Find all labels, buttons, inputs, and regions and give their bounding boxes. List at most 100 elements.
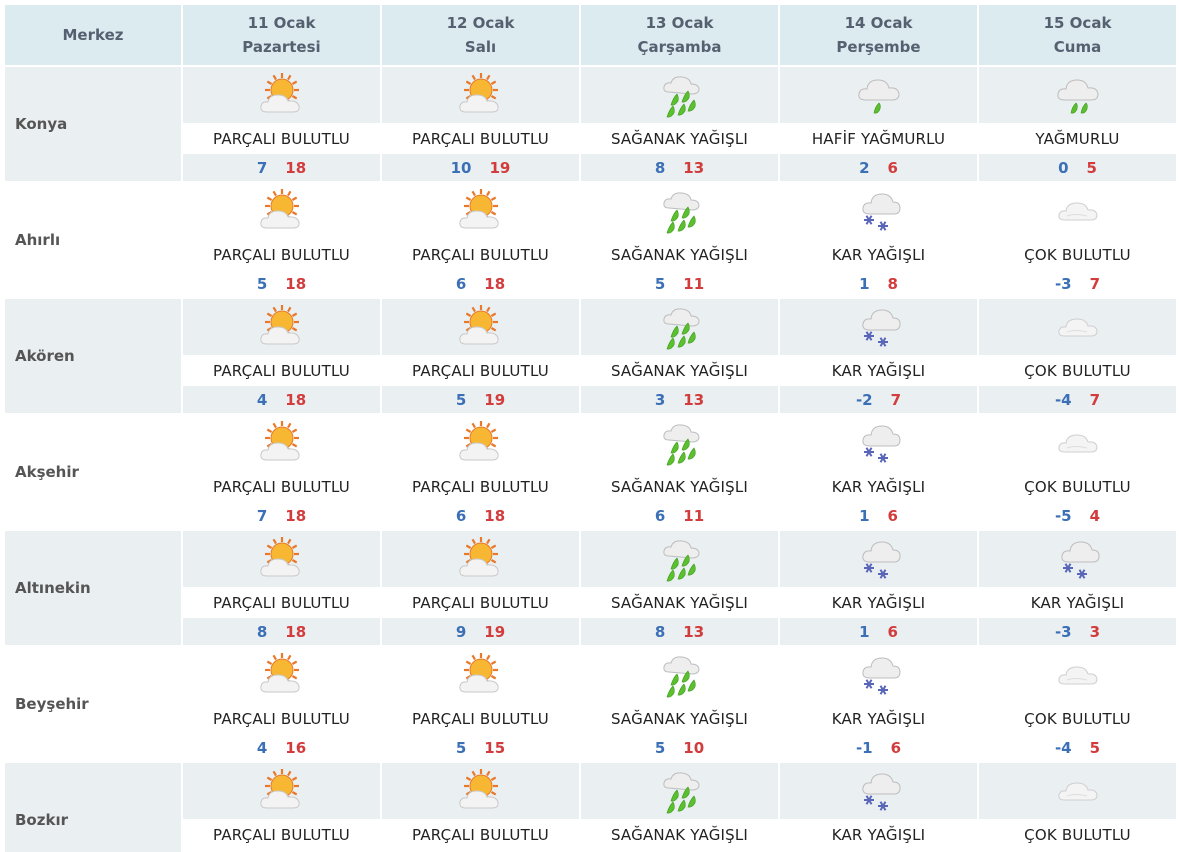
partly-cloudy-icon bbox=[382, 183, 579, 239]
snow-icon bbox=[780, 647, 977, 703]
temperature-range: 5 15 bbox=[382, 734, 579, 761]
temperature-range: -1 6 bbox=[780, 734, 977, 761]
snow-icon bbox=[780, 299, 977, 355]
max-temperature: 18 bbox=[285, 506, 307, 525]
min-temperature: 8 bbox=[654, 158, 666, 177]
weather-description: SAĞANAK YAĞIŞLI bbox=[581, 124, 778, 153]
min-temperature: 6 bbox=[654, 506, 666, 525]
partly-cloudy-icon bbox=[183, 183, 380, 239]
partly-cloudy-icon bbox=[183, 531, 380, 587]
partly-cloudy-icon bbox=[382, 415, 579, 471]
min-temperature: 4 bbox=[256, 390, 268, 409]
weather-description: PARÇALI BULUTLU bbox=[382, 820, 579, 849]
min-temperature: 5 bbox=[654, 738, 666, 757]
max-temperature: 16 bbox=[285, 738, 307, 757]
weather-description: KAR YAĞIŞLI bbox=[780, 356, 977, 385]
showers-icon bbox=[581, 763, 778, 819]
max-temperature: 6 bbox=[887, 158, 898, 177]
weather-description: SAĞANAK YAĞIŞLI bbox=[581, 704, 778, 733]
min-temperature: 5 bbox=[654, 274, 666, 293]
city-name: Beyşehir bbox=[5, 647, 181, 761]
header-date: 11 Ocak bbox=[247, 14, 316, 32]
weather-description: SAĞANAK YAĞIŞLI bbox=[581, 820, 778, 849]
max-temperature: 19 bbox=[484, 622, 506, 641]
min-temperature: 1 bbox=[859, 274, 870, 293]
max-temperature: 19 bbox=[489, 158, 511, 177]
partly-cloudy-icon bbox=[183, 415, 380, 471]
temperature-range: -5 4 bbox=[979, 502, 1176, 529]
max-temperature: 6 bbox=[890, 738, 902, 757]
header-date: 15 Ocak bbox=[1043, 14, 1112, 32]
max-temperature: 6 bbox=[887, 506, 898, 525]
temperature-range: -2 7 bbox=[780, 386, 977, 413]
max-temperature: 13 bbox=[683, 622, 705, 641]
city-name: Bozkır bbox=[5, 763, 181, 852]
weather-description: HAFİF YAĞMURLU bbox=[780, 124, 977, 153]
weather-description: PARÇALI BULUTLU bbox=[183, 820, 380, 849]
min-temperature: 8 bbox=[654, 622, 666, 641]
weather-description: ÇOK BULUTLU bbox=[979, 356, 1176, 385]
temperature-range: 8 18 bbox=[183, 618, 380, 645]
cloudy-icon bbox=[979, 647, 1176, 703]
weather-description: KAR YAĞIŞLI bbox=[979, 588, 1176, 617]
header-date: 12 Ocak bbox=[446, 14, 515, 32]
showers-icon bbox=[581, 647, 778, 703]
showers-icon bbox=[581, 67, 778, 123]
temperature-range: 5 19 bbox=[382, 386, 579, 413]
max-temperature: 13 bbox=[683, 390, 705, 409]
temperature-range: 4 16 bbox=[183, 734, 380, 761]
min-temperature: 2 bbox=[859, 158, 870, 177]
min-temperature: 4 bbox=[256, 738, 268, 757]
min-temperature: 3 bbox=[654, 390, 666, 409]
header-city-label: Merkez bbox=[5, 5, 181, 65]
cloudy-icon bbox=[979, 183, 1176, 239]
max-temperature: 7 bbox=[1089, 274, 1101, 293]
temperature-range: 3 13 bbox=[581, 386, 778, 413]
temperature-range: -3 7 bbox=[979, 270, 1176, 297]
weather-description: SAĞANAK YAĞIŞLI bbox=[581, 240, 778, 269]
header-day-5: 15 Ocak Cuma bbox=[979, 5, 1176, 65]
city-name: Akşehir bbox=[5, 415, 181, 529]
temperature-range: 4 18 bbox=[183, 386, 380, 413]
weather-description: PARÇALI BULUTLU bbox=[382, 124, 579, 153]
showers-icon bbox=[581, 183, 778, 239]
temperature-range: 6 11 bbox=[581, 502, 778, 529]
temperature-range: 8 13 bbox=[581, 154, 778, 181]
temperature-range: 10 19 bbox=[382, 154, 579, 181]
weather-description: SAĞANAK YAĞIŞLI bbox=[581, 356, 778, 385]
partly-cloudy-icon bbox=[183, 299, 380, 355]
max-temperature: 18 bbox=[484, 274, 506, 293]
weather-description: YAĞMURLU bbox=[979, 124, 1176, 153]
max-temperature: 3 bbox=[1089, 622, 1101, 641]
header-day-2: 12 Ocak Salı bbox=[382, 5, 579, 65]
temperature-range: -4 7 bbox=[979, 386, 1176, 413]
snow-icon bbox=[780, 763, 977, 819]
min-temperature: 1 bbox=[859, 506, 870, 525]
max-temperature: 18 bbox=[285, 158, 307, 177]
cloudy-icon bbox=[979, 299, 1176, 355]
max-temperature: 18 bbox=[484, 506, 506, 525]
max-temperature: 18 bbox=[285, 390, 307, 409]
min-temperature: -4 bbox=[1054, 390, 1072, 409]
temperature-range: 6 18 bbox=[382, 270, 579, 297]
min-temperature: -5 bbox=[1054, 506, 1072, 525]
temperature-range: -3 3 bbox=[979, 618, 1176, 645]
max-temperature: 11 bbox=[683, 274, 705, 293]
max-temperature: 19 bbox=[484, 390, 506, 409]
min-temperature: 5 bbox=[256, 274, 268, 293]
weather-description: KAR YAĞIŞLI bbox=[780, 820, 977, 849]
max-temperature: 11 bbox=[683, 506, 705, 525]
min-temperature: 10 bbox=[450, 158, 472, 177]
min-temperature: 6 bbox=[455, 274, 467, 293]
max-temperature: 5 bbox=[1086, 158, 1097, 177]
temperature-range: 7 18 bbox=[183, 154, 380, 181]
weather-description: PARÇALI BULUTLU bbox=[183, 588, 380, 617]
showers-icon bbox=[581, 299, 778, 355]
min-temperature: -4 bbox=[1054, 738, 1072, 757]
max-temperature: 8 bbox=[887, 274, 898, 293]
cloudy-icon bbox=[979, 415, 1176, 471]
weather-description: PARÇALI BULUTLU bbox=[183, 472, 380, 501]
min-temperature: 6 bbox=[455, 506, 467, 525]
